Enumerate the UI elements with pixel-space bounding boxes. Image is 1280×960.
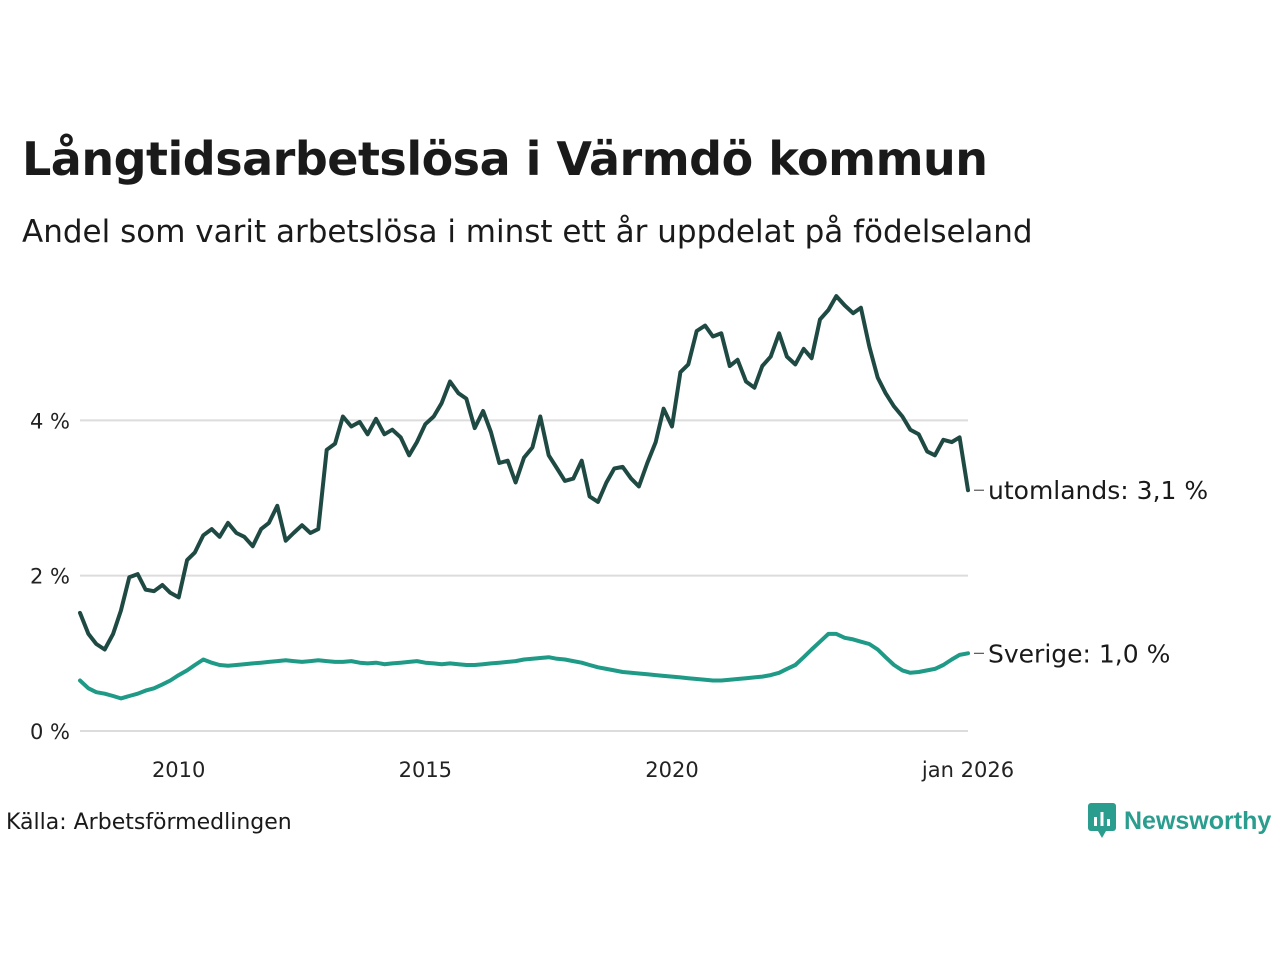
series-end-label-utomlands: utomlands: 3,1 % bbox=[988, 476, 1208, 505]
x-tick-label: jan 2026 bbox=[921, 758, 1014, 782]
x-tick-label: 2010 bbox=[152, 758, 205, 782]
chart-subtitle: Andel som varit arbetslösa i minst ett å… bbox=[22, 214, 1033, 250]
axis-layer: 0 % 2 % 4 % 2010 2015 2020 jan 2026 bbox=[30, 409, 1014, 782]
newsworthy-logo-icon bbox=[1088, 803, 1116, 838]
chart-title: Långtidsarbetslösa i Värmdö kommun bbox=[22, 132, 988, 186]
x-tick-label: 2020 bbox=[645, 758, 698, 782]
y-tick-label: 0 % bbox=[30, 720, 70, 744]
series-line-utomlands bbox=[78, 294, 970, 652]
source-note: Källa: Arbetsförmedlingen bbox=[6, 810, 292, 835]
series-layer bbox=[78, 294, 970, 701]
brand-logo[interactable]: Newsworthy bbox=[1088, 803, 1271, 839]
series-end-label-sverige: Sverige: 1,0 % bbox=[988, 639, 1170, 668]
brand-name: Newsworthy bbox=[1124, 806, 1272, 835]
label-layer: utomlands: 3,1 % Sverige: 1,0 % bbox=[974, 476, 1208, 668]
series-line-sverige bbox=[78, 631, 970, 701]
y-tick-label: 4 % bbox=[30, 409, 70, 433]
x-tick-label: 2015 bbox=[399, 758, 452, 782]
grid-layer bbox=[80, 419, 968, 732]
y-tick-label: 2 % bbox=[30, 565, 70, 589]
